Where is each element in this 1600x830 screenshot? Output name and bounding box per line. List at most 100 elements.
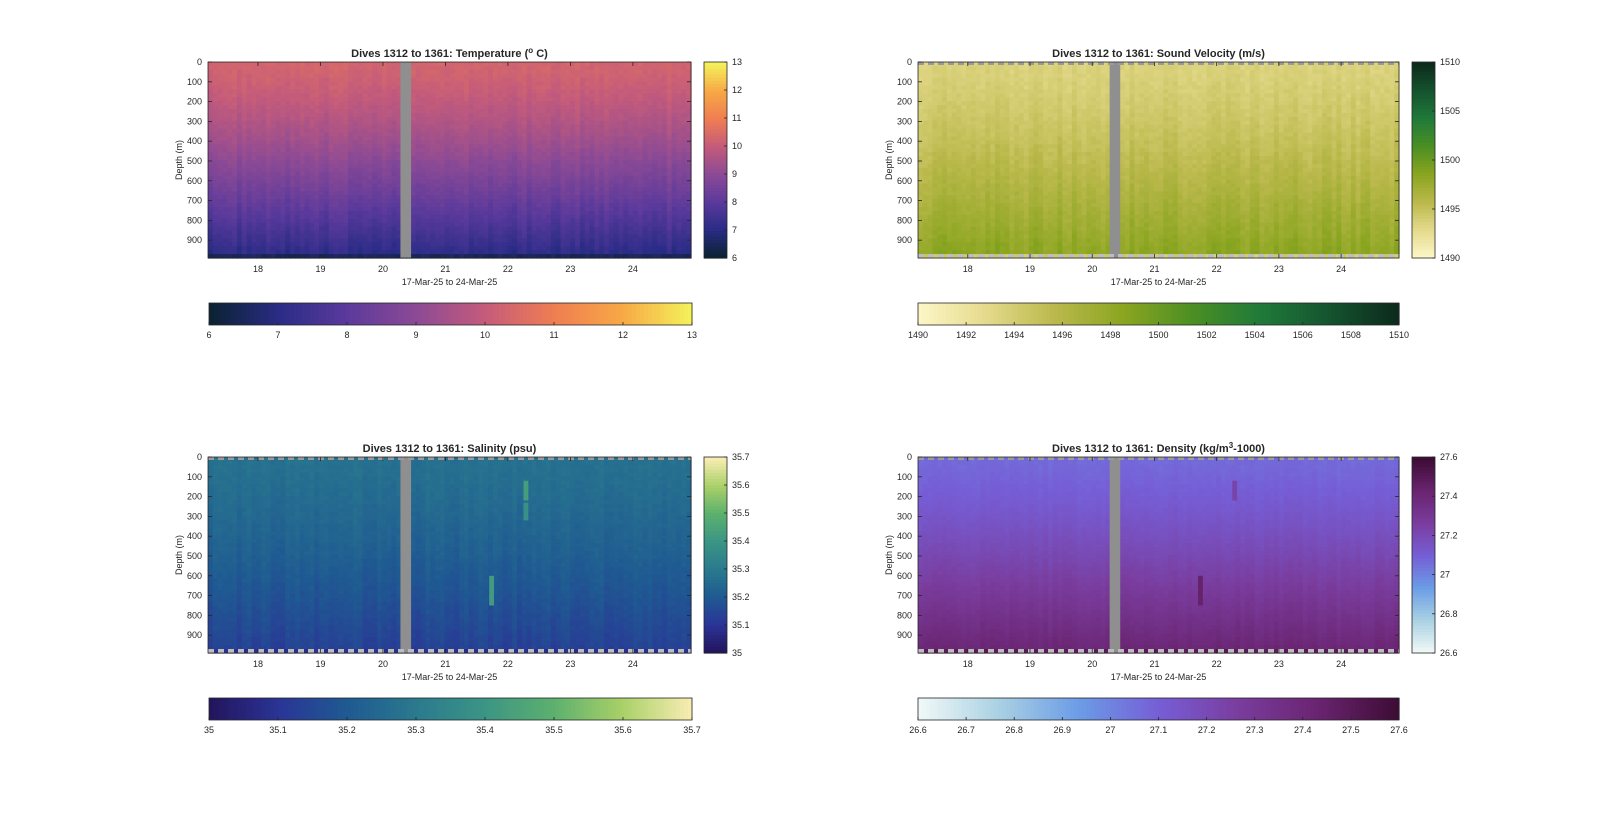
heatmap-cell xyxy=(618,144,624,149)
heatmap-cell xyxy=(265,218,272,224)
heatmap-cell xyxy=(381,234,388,239)
heatmap-cell xyxy=(613,105,620,110)
heatmap-cell xyxy=(232,195,238,200)
heatmap-cell xyxy=(647,156,653,161)
heatmap-cell xyxy=(430,132,436,138)
heatmap-cell xyxy=(589,199,595,204)
heatmap-cell xyxy=(502,254,509,259)
heatmap-cell xyxy=(512,144,518,149)
heatmap-cell xyxy=(497,120,504,126)
heatmap-cell xyxy=(652,214,658,220)
heatmap-cell xyxy=(435,218,441,224)
heatmap-cell xyxy=(647,152,653,157)
heatmap-cell xyxy=(468,199,475,204)
heatmap-cell xyxy=(652,93,658,98)
heatmap-cell xyxy=(536,152,542,157)
heatmap-cell xyxy=(521,171,528,177)
heatmap-cell xyxy=(468,222,475,228)
heatmap-cell xyxy=(372,97,378,102)
heatmap-cell xyxy=(652,218,658,224)
heatmap-cell xyxy=(285,81,291,87)
heatmap-cell xyxy=(531,226,538,232)
heatmap-cell xyxy=(459,69,465,75)
heatmap-cell xyxy=(662,101,668,106)
heatmap-cell xyxy=(483,140,489,145)
heatmap-cell xyxy=(618,156,624,161)
heatmap-cell xyxy=(492,238,499,243)
heatmap-cell xyxy=(391,183,397,189)
heatmap-cell xyxy=(435,160,441,165)
heatmap-cell xyxy=(425,210,431,216)
heatmap-cell xyxy=(546,109,552,114)
heatmap-cell xyxy=(348,128,354,134)
heatmap-cell xyxy=(633,105,639,110)
heatmap-cell xyxy=(507,81,513,87)
heatmap-cell xyxy=(314,171,320,177)
heatmap-cell xyxy=(227,238,233,243)
heatmap-cell xyxy=(425,171,431,177)
heatmap-cell xyxy=(338,187,344,192)
heatmap-cell xyxy=(662,160,668,165)
heatmap-cell xyxy=(459,234,465,239)
heatmap-cell xyxy=(319,230,325,236)
heatmap-cell xyxy=(328,156,335,161)
heatmap-cell xyxy=(623,89,629,94)
heatmap-cell xyxy=(662,77,668,83)
heatmap-cell xyxy=(497,234,504,239)
heatmap-cell xyxy=(459,152,465,157)
heatmap-cell xyxy=(599,199,605,204)
heatmap-cell xyxy=(599,210,605,216)
heatmap-cell xyxy=(599,179,605,185)
heatmap-cell xyxy=(309,148,315,153)
heatmap-cell xyxy=(618,69,624,75)
heatmap-cell xyxy=(256,238,262,243)
heatmap-cell xyxy=(435,140,441,145)
heatmap-cell xyxy=(478,65,484,71)
heatmap-cell xyxy=(526,124,533,130)
heatmap-cell xyxy=(314,167,320,173)
heatmap-cell xyxy=(261,124,267,130)
heatmap-cell xyxy=(348,242,354,247)
heatmap-cell xyxy=(628,109,634,114)
heatmap-cell xyxy=(251,179,257,185)
heatmap-cell xyxy=(439,250,446,255)
heatmap-cell xyxy=(241,238,248,243)
heatmap-cell xyxy=(410,128,417,134)
heatmap-cell xyxy=(314,128,320,134)
heatmap-cell xyxy=(270,187,277,192)
heatmap-cell xyxy=(265,207,272,212)
heatmap-cell xyxy=(584,112,591,118)
heatmap-cell xyxy=(396,242,402,247)
heatmap-cell xyxy=(633,238,639,243)
heatmap-cell xyxy=(290,132,296,138)
heatmap-cell xyxy=(449,128,455,134)
heatmap-cell xyxy=(560,183,567,189)
heatmap-cell xyxy=(319,179,325,185)
heatmap-cell xyxy=(555,183,562,189)
heatmap-cell xyxy=(599,246,605,251)
heatmap-cell xyxy=(459,77,465,83)
heatmap-cell xyxy=(526,191,533,196)
heatmap-cell xyxy=(468,160,475,165)
heatmap-cell xyxy=(546,254,552,259)
heatmap-cell xyxy=(381,199,388,204)
heatmap-cell xyxy=(633,207,639,212)
heatmap-cell xyxy=(270,101,277,106)
heatmap-cell xyxy=(589,163,595,169)
heatmap-cell xyxy=(686,97,692,102)
heatmap-cell xyxy=(430,62,436,67)
heatmap-cell xyxy=(536,199,542,204)
heatmap-cell xyxy=(299,171,306,177)
heatmap-cell xyxy=(265,140,272,145)
heatmap-cell xyxy=(594,97,600,102)
heatmap-cell xyxy=(647,222,653,228)
heatmap-cell xyxy=(599,140,605,145)
heatmap-cell xyxy=(241,171,248,177)
heatmap-cell xyxy=(352,128,359,134)
heatmap-cell xyxy=(299,218,306,224)
heatmap-cell xyxy=(309,105,315,110)
heatmap-cell xyxy=(589,93,595,98)
heatmap-cell xyxy=(294,73,301,79)
heatmap-cell xyxy=(531,120,538,126)
heatmap-cell xyxy=(290,246,296,251)
